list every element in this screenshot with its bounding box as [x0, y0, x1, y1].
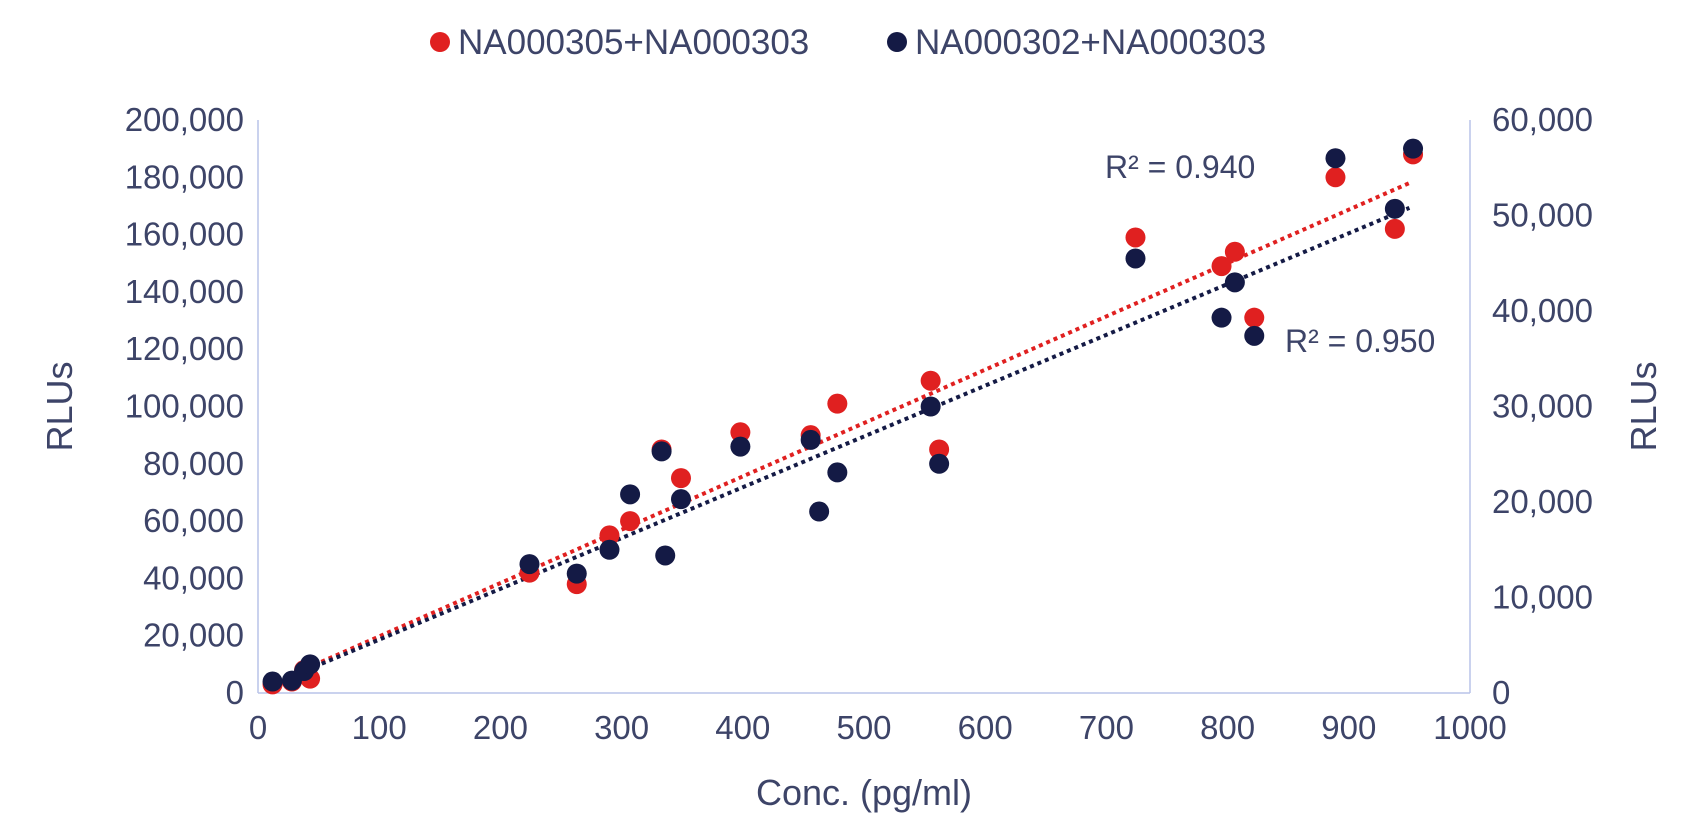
data-point-series-2: [1403, 138, 1424, 159]
x-tick-label: 500: [836, 709, 891, 746]
data-point-series-1: [1244, 307, 1265, 328]
x-tick-label: 0: [249, 709, 267, 746]
data-point-series-1: [827, 393, 848, 414]
data-point-series-1: [1384, 218, 1405, 239]
data-point-series-2: [620, 484, 641, 505]
y-tick-label-left: 60,000: [143, 502, 244, 539]
data-point-series-2: [920, 396, 941, 417]
data-point-series-2: [566, 563, 587, 584]
r2-label-series-2: R² = 0.950: [1285, 323, 1435, 359]
data-point-series-1: [599, 525, 620, 546]
y-tick-label-left: 40,000: [143, 559, 244, 596]
x-tick-label: 200: [473, 709, 528, 746]
data-point-series-2: [1244, 325, 1265, 346]
y-tick-label-right: 20,000: [1492, 483, 1593, 520]
y-tick-label-left: 160,000: [125, 216, 244, 253]
x-tick-label: 1000: [1433, 709, 1506, 746]
data-point-series-2: [655, 545, 676, 566]
y-tick-label-left: 0: [226, 674, 244, 711]
y-tick-label-right: 30,000: [1492, 388, 1593, 425]
y-tick-label-left: 100,000: [125, 388, 244, 425]
data-point-series-2: [651, 441, 672, 462]
legend-marker-series-1: [430, 32, 450, 52]
y-tick-label-left: 80,000: [143, 445, 244, 482]
x-tick-label: 900: [1321, 709, 1376, 746]
y-axis-title-left: RLUs: [39, 361, 80, 451]
y-tick-label-left: 20,000: [143, 617, 244, 654]
y-tick-label-right: 60,000: [1492, 101, 1593, 138]
data-point-series-2: [519, 554, 540, 575]
data-point-series-1: [1325, 167, 1346, 188]
data-point-series-1: [730, 422, 751, 443]
data-point-series-2: [670, 489, 691, 510]
y-tick-label-right: 50,000: [1492, 197, 1593, 234]
r2-label-series-1: R² = 0.940: [1105, 149, 1255, 185]
x-tick-label: 700: [1079, 709, 1134, 746]
x-tick-label: 800: [1200, 709, 1255, 746]
y-axis-title-right: RLUs: [1623, 361, 1664, 451]
data-point-series-2: [730, 436, 751, 457]
data-point-series-2: [1125, 248, 1146, 269]
data-point-series-2: [809, 501, 830, 522]
data-point-series-2: [300, 654, 321, 675]
x-tick-label: 600: [958, 709, 1013, 746]
data-point-series-1: [1211, 256, 1232, 277]
data-point-series-2: [599, 539, 620, 560]
data-point-series-2: [929, 453, 950, 474]
legend-label-series-2: NA000302+NA000303: [915, 23, 1266, 62]
data-point-series-2: [827, 462, 848, 483]
trendline-series-2: [269, 206, 1411, 688]
x-axis-title: Conc. (pg/ml): [756, 772, 972, 813]
y-tick-label-right: 0: [1492, 674, 1510, 711]
data-point-series-1: [670, 468, 691, 489]
y-tick-label-right: 40,000: [1492, 292, 1593, 329]
data-point-series-1: [1224, 241, 1245, 262]
x-tick-label: 300: [594, 709, 649, 746]
data-point-series-2: [1325, 148, 1346, 169]
y-tick-label-left: 200,000: [125, 101, 244, 138]
data-point-series-2: [1211, 307, 1232, 328]
data-point-series-2: [262, 671, 283, 692]
y-tick-label-right: 10,000: [1492, 579, 1593, 616]
legend-marker-series-2: [887, 32, 907, 52]
data-point-series-1: [929, 439, 950, 460]
data-point-series-1: [1125, 227, 1146, 248]
x-tick-label: 400: [715, 709, 770, 746]
data-point-series-2: [1384, 198, 1405, 219]
y-tick-label-left: 120,000: [125, 330, 244, 367]
y-tick-label-left: 140,000: [125, 273, 244, 310]
x-tick-label: 100: [352, 709, 407, 746]
data-point-series-2: [800, 429, 821, 450]
data-point-series-1: [920, 370, 941, 391]
y-tick-label-left: 180,000: [125, 158, 244, 195]
legend-label-series-1: NA000305+NA000303: [458, 23, 809, 62]
data-point-series-1: [620, 511, 641, 532]
data-point-series-2: [1224, 272, 1245, 293]
